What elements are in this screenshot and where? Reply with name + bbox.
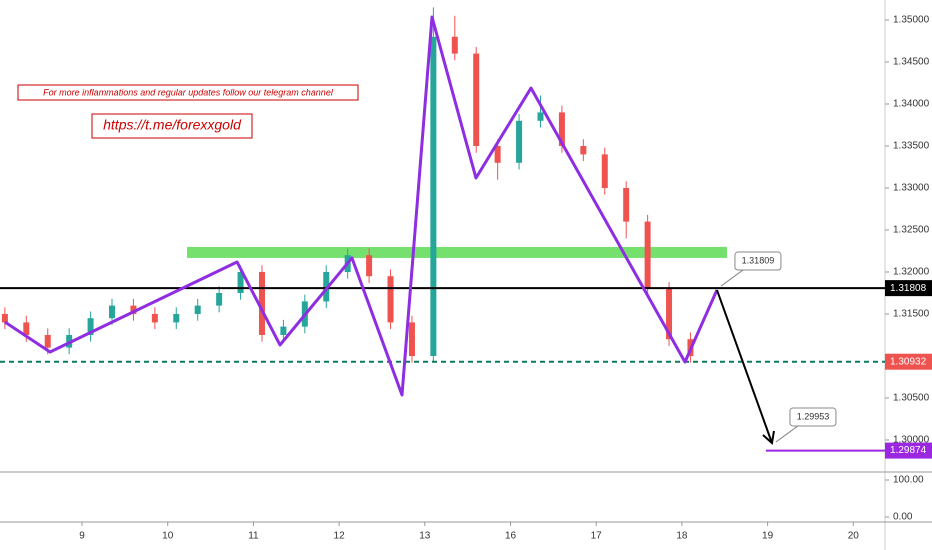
- candle-body: [537, 112, 544, 121]
- candle-body: [87, 318, 94, 335]
- candle-body: [623, 187, 630, 222]
- candle-body: [494, 145, 501, 163]
- candle-body: [451, 36, 458, 54]
- candle-body: [430, 36, 437, 356]
- x-tick-label: 17: [591, 531, 603, 542]
- candle-body: [280, 326, 287, 335]
- callout-label: 1.29953: [797, 411, 830, 421]
- x-tick-label: 12: [334, 531, 346, 542]
- candle-body: [408, 322, 415, 356]
- callout-box: [734, 251, 782, 271]
- x-tick-label: 19: [762, 531, 774, 542]
- y-tick-label: 1.30000: [893, 435, 930, 446]
- y-tick-label: 1.30500: [893, 393, 930, 404]
- x-tick-label: 20: [848, 531, 860, 542]
- callout-pointer: [775, 425, 799, 443]
- projection-arrow: [716, 289, 773, 444]
- link-note: https://t.me/forexxgold: [103, 117, 242, 133]
- y-tick-label: 1.34500: [893, 57, 930, 68]
- callout-label: 1.31809: [742, 255, 775, 265]
- candle-body: [216, 292, 223, 306]
- price-level-label: 1.30932: [890, 356, 927, 367]
- x-tick-label: 18: [676, 531, 688, 542]
- candle-body: [237, 271, 244, 293]
- candle-body: [644, 221, 651, 289]
- candle-body: [601, 154, 608, 188]
- price-level-tag: [885, 353, 932, 370]
- zigzag-line: [4, 15, 719, 397]
- price-level-label: 1.29874: [890, 445, 927, 456]
- candle-body: [258, 271, 265, 335]
- x-tick-label: 13: [419, 531, 431, 542]
- candle-body: [666, 288, 673, 340]
- candle-body: [558, 112, 565, 146]
- resistance-zone: [186, 246, 727, 258]
- candle-body: [387, 276, 394, 323]
- indicator-tick-label: 100.00: [893, 475, 924, 486]
- arrow-head: [762, 430, 775, 445]
- y-tick-label: 1.32000: [893, 267, 930, 278]
- x-tick-label: 10: [162, 531, 174, 542]
- x-tick-label: 16: [505, 531, 517, 542]
- callout-box: [789, 407, 837, 427]
- price-level-tag: [885, 280, 932, 297]
- candle-body: [473, 53, 480, 146]
- candle-body: [194, 305, 201, 314]
- candle-body: [580, 145, 587, 155]
- y-tick-label: 1.33500: [893, 141, 930, 152]
- candle-body: [151, 313, 158, 323]
- candle-body: [23, 322, 30, 335]
- candle-body: [1, 313, 8, 323]
- y-tick-label: 1.33000: [893, 183, 930, 194]
- callout-pointer: [720, 269, 744, 287]
- note-box: [91, 113, 253, 139]
- note: For more inflammations and regular updat…: [43, 87, 334, 97]
- x-tick-label: 11: [248, 531, 259, 542]
- y-tick-label: 1.35000: [893, 15, 930, 26]
- y-tick-label: 1.34000: [893, 99, 930, 110]
- note-box: [17, 84, 359, 101]
- candle-body: [130, 305, 137, 314]
- candle-body: [366, 255, 373, 277]
- candle-body: [109, 305, 116, 319]
- y-tick-label: 1.31500: [893, 309, 930, 320]
- price-level-tag: [885, 442, 932, 459]
- candle-body: [173, 313, 180, 323]
- candle-body: [516, 120, 523, 163]
- candle-body: [44, 334, 51, 348]
- y-tick-label: 1.32500: [893, 225, 930, 236]
- x-tick-label: 9: [79, 531, 85, 542]
- indicator-tick-label: 0.00: [893, 512, 913, 523]
- price-level-label: 1.31808: [890, 283, 927, 294]
